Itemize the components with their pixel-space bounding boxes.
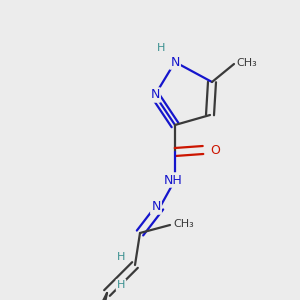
Text: N: N bbox=[151, 200, 161, 214]
Text: H: H bbox=[117, 280, 125, 290]
Text: NH: NH bbox=[164, 173, 182, 187]
Text: CH₃: CH₃ bbox=[236, 58, 257, 68]
Text: H: H bbox=[157, 43, 165, 53]
Text: N: N bbox=[150, 88, 160, 101]
Text: O: O bbox=[210, 143, 220, 157]
Text: CH₃: CH₃ bbox=[173, 219, 194, 229]
Text: N: N bbox=[170, 56, 180, 68]
Text: H: H bbox=[117, 252, 125, 262]
